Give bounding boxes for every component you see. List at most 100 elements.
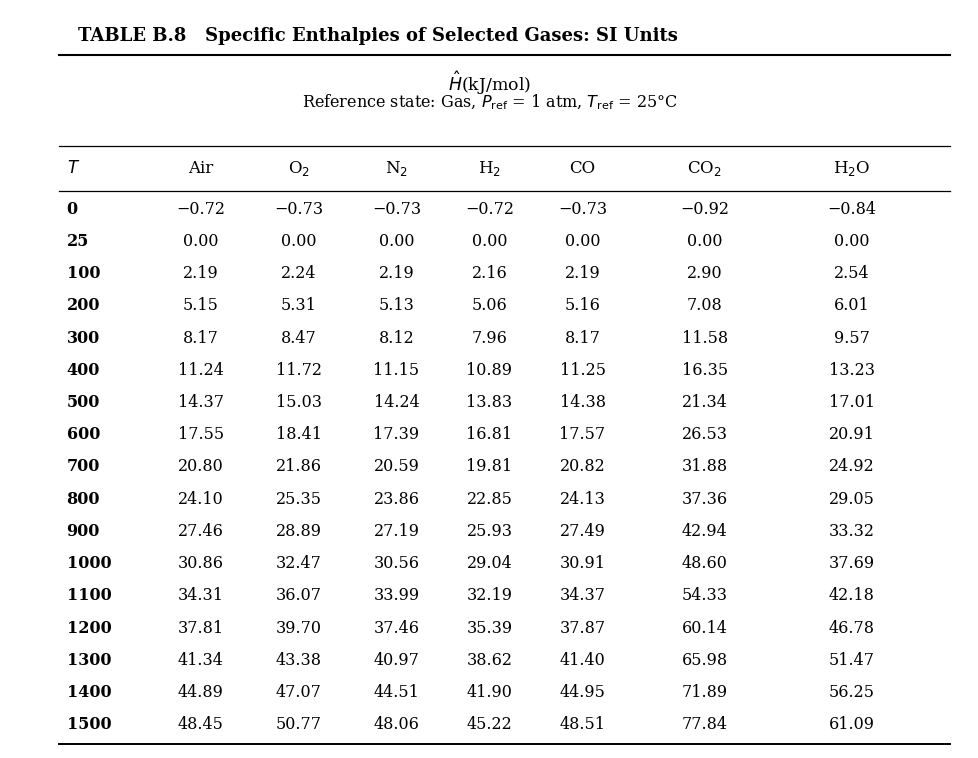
Text: 1000: 1000 xyxy=(67,555,111,572)
Text: 24.92: 24.92 xyxy=(828,459,873,475)
Text: 0.00: 0.00 xyxy=(471,233,507,250)
Text: Reference state: Gas, $P_{\mathrm{ref}}$ = 1 atm, $T_{\mathrm{ref}}$ = 25°C: Reference state: Gas, $P_{\mathrm{ref}}$… xyxy=(301,92,677,112)
Text: 51.47: 51.47 xyxy=(828,652,873,669)
Text: 14.37: 14.37 xyxy=(178,394,223,411)
Text: 200: 200 xyxy=(67,297,100,315)
Text: 47.07: 47.07 xyxy=(276,684,321,701)
Text: 44.89: 44.89 xyxy=(178,684,223,701)
Text: 0: 0 xyxy=(67,201,77,218)
Text: 8.12: 8.12 xyxy=(378,330,414,346)
Text: 100: 100 xyxy=(67,265,100,282)
Text: 0.00: 0.00 xyxy=(281,233,316,250)
Text: 43.38: 43.38 xyxy=(276,652,321,669)
Text: 25.35: 25.35 xyxy=(276,490,321,508)
Text: 900: 900 xyxy=(67,523,100,540)
Text: −0.72: −0.72 xyxy=(465,201,513,218)
Text: 6.01: 6.01 xyxy=(833,297,868,315)
Text: 31.88: 31.88 xyxy=(681,459,728,475)
Text: 13.83: 13.83 xyxy=(466,394,512,411)
Text: 41.34: 41.34 xyxy=(178,652,223,669)
Text: 48.60: 48.60 xyxy=(682,555,727,572)
Text: 48.51: 48.51 xyxy=(559,716,604,733)
Text: 45.22: 45.22 xyxy=(467,716,511,733)
Text: 500: 500 xyxy=(67,394,100,411)
Text: 600: 600 xyxy=(67,426,100,443)
Text: −0.84: −0.84 xyxy=(826,201,875,218)
Text: 1100: 1100 xyxy=(67,587,111,604)
Text: 5.16: 5.16 xyxy=(564,297,600,315)
Text: 23.86: 23.86 xyxy=(374,490,419,508)
Text: −0.73: −0.73 xyxy=(372,201,421,218)
Text: 35.39: 35.39 xyxy=(466,619,512,637)
Text: 25.93: 25.93 xyxy=(467,523,511,540)
Text: 41.40: 41.40 xyxy=(559,652,604,669)
Text: $\hat{H}$(kJ/mol): $\hat{H}$(kJ/mol) xyxy=(448,70,530,98)
Text: 38.62: 38.62 xyxy=(467,652,511,669)
Text: Air: Air xyxy=(188,160,213,177)
Text: 5.13: 5.13 xyxy=(378,297,414,315)
Text: 26.53: 26.53 xyxy=(682,426,727,443)
Text: 0.00: 0.00 xyxy=(183,233,218,250)
Text: 27.46: 27.46 xyxy=(178,523,223,540)
Text: 25: 25 xyxy=(67,233,89,250)
Text: 700: 700 xyxy=(67,459,100,475)
Text: 0.00: 0.00 xyxy=(378,233,414,250)
Text: 1300: 1300 xyxy=(67,652,111,669)
Text: 14.38: 14.38 xyxy=(559,394,604,411)
Text: 17.55: 17.55 xyxy=(177,426,224,443)
Text: 50.77: 50.77 xyxy=(276,716,321,733)
Text: −0.92: −0.92 xyxy=(680,201,729,218)
Text: 34.31: 34.31 xyxy=(178,587,223,604)
Text: H$_2$O: H$_2$O xyxy=(832,158,869,178)
Text: 0.00: 0.00 xyxy=(564,233,600,250)
Text: CO$_2$: CO$_2$ xyxy=(687,158,722,178)
Text: 30.91: 30.91 xyxy=(559,555,604,572)
Text: 13.23: 13.23 xyxy=(828,362,873,379)
Text: 30.86: 30.86 xyxy=(178,555,223,572)
Text: 5.06: 5.06 xyxy=(471,297,507,315)
Text: 20.82: 20.82 xyxy=(559,459,604,475)
Text: 9.57: 9.57 xyxy=(833,330,868,346)
Text: 2.24: 2.24 xyxy=(281,265,316,282)
Text: 2.90: 2.90 xyxy=(687,265,722,282)
Text: 0.00: 0.00 xyxy=(833,233,868,250)
Text: 21.86: 21.86 xyxy=(276,459,321,475)
Text: 1200: 1200 xyxy=(67,619,111,637)
Text: 14.24: 14.24 xyxy=(374,394,419,411)
Text: 11.24: 11.24 xyxy=(178,362,223,379)
Text: 24.13: 24.13 xyxy=(559,490,604,508)
Text: 18.41: 18.41 xyxy=(276,426,321,443)
Text: 24.10: 24.10 xyxy=(178,490,223,508)
Text: 46.78: 46.78 xyxy=(828,619,873,637)
Text: −0.73: −0.73 xyxy=(557,201,606,218)
Text: 27.19: 27.19 xyxy=(374,523,419,540)
Text: 29.05: 29.05 xyxy=(828,490,873,508)
Text: 54.33: 54.33 xyxy=(682,587,727,604)
Text: $T$: $T$ xyxy=(67,160,80,177)
Text: 42.94: 42.94 xyxy=(682,523,727,540)
Text: 56.25: 56.25 xyxy=(828,684,873,701)
Text: 16.35: 16.35 xyxy=(681,362,728,379)
Text: 44.51: 44.51 xyxy=(374,684,419,701)
Text: 2.16: 2.16 xyxy=(471,265,507,282)
Text: 33.99: 33.99 xyxy=(373,587,420,604)
Text: 8.47: 8.47 xyxy=(281,330,316,346)
Text: 71.89: 71.89 xyxy=(681,684,728,701)
Text: 1500: 1500 xyxy=(67,716,111,733)
Text: 16.81: 16.81 xyxy=(466,426,512,443)
Text: 300: 300 xyxy=(67,330,100,346)
Text: 20.91: 20.91 xyxy=(828,426,873,443)
Text: 33.32: 33.32 xyxy=(828,523,873,540)
Text: 5.31: 5.31 xyxy=(281,297,316,315)
Text: 27.49: 27.49 xyxy=(559,523,604,540)
Text: 17.57: 17.57 xyxy=(558,426,605,443)
Text: 2.19: 2.19 xyxy=(183,265,218,282)
Text: 48.45: 48.45 xyxy=(178,716,223,733)
Text: 10.89: 10.89 xyxy=(467,362,511,379)
Text: 2.19: 2.19 xyxy=(378,265,414,282)
Text: 17.39: 17.39 xyxy=(373,426,420,443)
Text: 11.25: 11.25 xyxy=(559,362,604,379)
Text: 20.59: 20.59 xyxy=(374,459,419,475)
Text: 61.09: 61.09 xyxy=(828,716,873,733)
Text: 7.96: 7.96 xyxy=(471,330,507,346)
